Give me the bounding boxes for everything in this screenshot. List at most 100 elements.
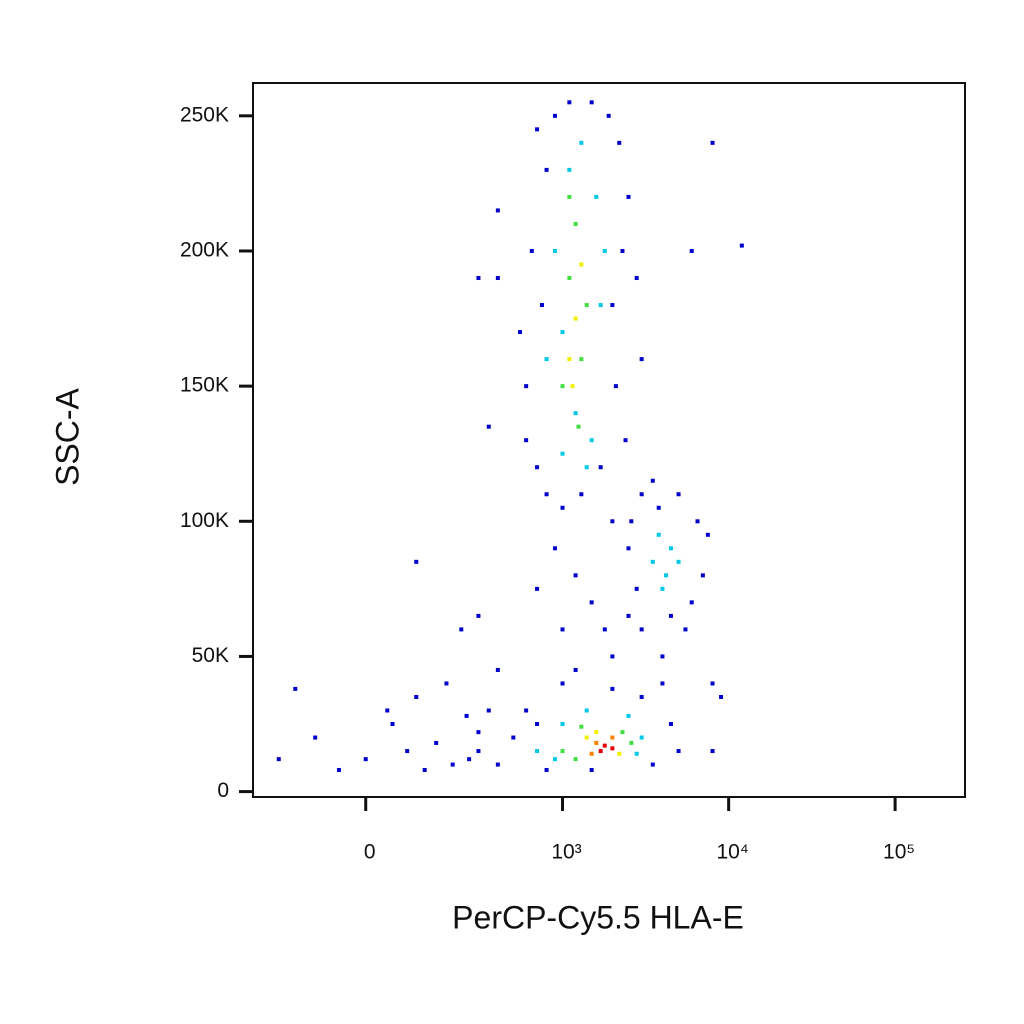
point (573, 411, 578, 416)
y-tick-label: 150K (180, 374, 229, 397)
point (535, 749, 540, 754)
point (639, 735, 644, 740)
point (511, 735, 516, 740)
point (560, 749, 565, 754)
point (560, 384, 565, 389)
y-tick-label: 250K (180, 103, 229, 126)
point (584, 735, 589, 740)
point (567, 357, 572, 362)
point (576, 424, 581, 429)
point (579, 262, 584, 267)
point (650, 762, 655, 767)
point (589, 751, 594, 756)
point (629, 519, 634, 524)
point (390, 722, 395, 727)
point (535, 465, 540, 470)
point (634, 586, 639, 591)
point (579, 140, 584, 145)
point (535, 127, 540, 132)
point (535, 722, 540, 727)
x-tick-label: 0 (364, 841, 376, 864)
point (626, 713, 631, 718)
point (567, 100, 572, 105)
points (276, 100, 744, 772)
point (560, 627, 565, 632)
point (552, 248, 557, 253)
point (626, 613, 631, 618)
point (639, 492, 644, 497)
point (552, 757, 557, 762)
point (626, 194, 631, 199)
point (486, 708, 491, 713)
point (589, 600, 594, 605)
point (739, 243, 744, 248)
point (610, 735, 615, 740)
point (486, 424, 491, 429)
x-tick-label: 10⁴ (716, 841, 748, 864)
point (579, 357, 584, 362)
point (529, 248, 534, 253)
point (668, 546, 673, 551)
point (414, 694, 419, 699)
x-tick-label: 10³ (551, 841, 581, 864)
point (598, 749, 603, 754)
point (602, 743, 607, 748)
point (450, 762, 455, 767)
point (313, 735, 318, 740)
point (710, 681, 715, 686)
point (414, 559, 419, 564)
point (567, 276, 572, 281)
point (660, 654, 665, 659)
point (524, 438, 529, 443)
point (656, 532, 661, 537)
point (464, 713, 469, 718)
point (602, 248, 607, 253)
point (544, 492, 549, 497)
point (710, 749, 715, 754)
point (573, 573, 578, 578)
point (570, 384, 575, 389)
point (610, 303, 615, 308)
point (594, 194, 599, 199)
point (668, 722, 673, 727)
point (495, 276, 500, 281)
point (710, 140, 715, 145)
point (660, 681, 665, 686)
point (650, 478, 655, 483)
point (623, 438, 628, 443)
point (676, 492, 681, 497)
point (620, 248, 625, 253)
point (617, 140, 622, 145)
point (650, 559, 655, 564)
point (567, 167, 572, 172)
point (602, 627, 607, 632)
point (476, 730, 481, 735)
point (626, 546, 631, 551)
point (695, 519, 700, 524)
point (589, 100, 594, 105)
point (584, 465, 589, 470)
point (656, 505, 661, 510)
point (579, 492, 584, 497)
point (444, 681, 449, 686)
point (518, 330, 523, 335)
point (552, 113, 557, 118)
point (573, 316, 578, 321)
point (620, 730, 625, 735)
point (594, 730, 599, 735)
point (639, 694, 644, 699)
point (385, 708, 390, 713)
point (405, 749, 410, 754)
point (459, 627, 464, 632)
point (584, 303, 589, 308)
point (639, 357, 644, 362)
point (689, 248, 694, 253)
point (573, 221, 578, 226)
plot-frame (252, 82, 966, 798)
point (495, 667, 500, 672)
point (610, 746, 615, 751)
point (660, 586, 665, 591)
point (719, 694, 724, 699)
point (476, 749, 481, 754)
